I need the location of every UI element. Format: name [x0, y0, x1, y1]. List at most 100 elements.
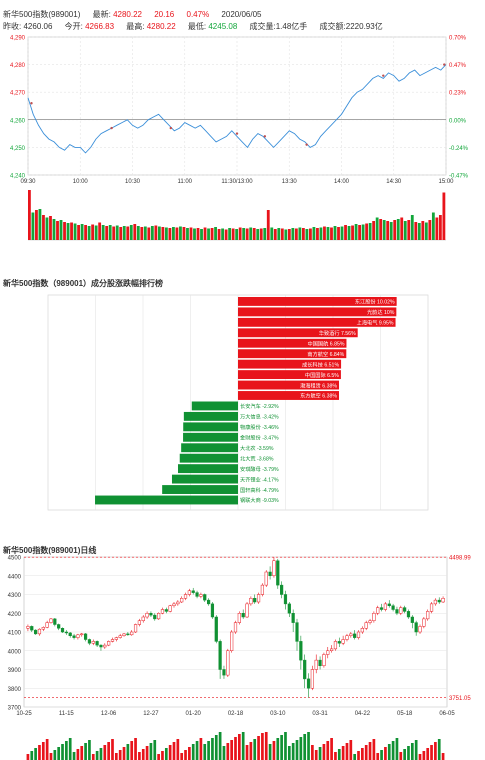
daily-volume-bar	[118, 750, 122, 760]
daily-volume-bar	[318, 747, 322, 760]
candle-body	[349, 633, 353, 636]
daily-volume-bar	[361, 748, 364, 760]
ranking-bar-label: 南方航空 6.84%	[307, 350, 344, 358]
daily-volume-bar	[138, 752, 141, 760]
daily-volume-bar	[434, 742, 437, 760]
candle-body	[245, 603, 249, 618]
ranking-bar-label: 北大荒 -3.68%	[240, 454, 274, 462]
daily-volume-bar	[426, 748, 430, 760]
volume-bar	[438, 215, 442, 240]
candle-body	[107, 641, 111, 646]
candle-body	[318, 659, 322, 666]
daily-volume-bar	[291, 743, 295, 760]
max-price-label: 4498.99	[449, 556, 471, 562]
y-tick-label: 4000	[8, 649, 22, 655]
quote-header-line1: 新华500指数(989001) 最新: 4280.22 20.16 0.47% …	[3, 9, 271, 20]
candle-body	[437, 599, 441, 603]
volume-bar	[84, 225, 88, 240]
volume-bar	[442, 192, 446, 240]
ranking-bar-label: 渤海租赁 6.38%	[300, 381, 337, 389]
candle-body	[218, 641, 222, 670]
daily-volume-bar	[188, 747, 191, 760]
ranking-bar	[162, 485, 238, 494]
candle-body	[160, 609, 165, 614]
daily-volume-bar	[207, 741, 210, 760]
daily-volume-bar	[237, 734, 241, 760]
ranking-bar	[238, 328, 358, 338]
ranking-bar-label: 长安汽车 -2.92%	[240, 402, 279, 410]
x-tick-label: 11:00	[177, 179, 192, 185]
x-tick-label: 01-20	[186, 711, 202, 717]
candle-body	[264, 571, 268, 586]
x-tick-label: 03-10	[270, 711, 286, 717]
volume-bar	[45, 217, 49, 240]
volume-bar	[80, 224, 84, 240]
ranking-bar	[238, 391, 340, 400]
candle-body	[422, 618, 426, 627]
daily-volume-bar	[153, 740, 157, 760]
volume-bar	[87, 226, 91, 240]
volume-bar	[214, 227, 217, 240]
daily-volume-bar	[226, 743, 230, 760]
candle-body	[37, 628, 42, 635]
candle-body	[195, 592, 199, 597]
daily-volume-bar	[295, 740, 299, 760]
candle-body	[330, 648, 334, 651]
volume-bar	[115, 225, 119, 240]
candle-body	[60, 628, 65, 633]
daily-volume-bar	[199, 738, 203, 760]
y-tick-label: 4,250	[10, 146, 26, 152]
index-title: 新华500指数(989001)	[3, 10, 81, 19]
volume-bar	[316, 228, 319, 240]
candle-body	[241, 613, 245, 618]
volume-bar	[210, 228, 214, 240]
daily-volume-bar	[268, 744, 272, 760]
daily-volume-bar	[45, 739, 49, 760]
volume-bar	[172, 227, 175, 240]
candle-body	[157, 613, 161, 620]
y-tick-label: 3700	[8, 706, 22, 712]
volume-bar	[382, 220, 386, 240]
volume-bar	[361, 224, 365, 240]
ranking-bar	[183, 422, 238, 432]
volume-bar	[105, 226, 109, 240]
ranking-bar-label: 上海电气 9.95%	[357, 319, 394, 327]
candle-body	[95, 641, 99, 646]
price-marker	[235, 132, 239, 135]
x-tick-label: 03-31	[312, 711, 328, 717]
ranking-bar	[238, 317, 396, 327]
volume-bar	[393, 220, 397, 240]
daily-volume-bar	[391, 741, 395, 760]
volume-bar	[291, 228, 295, 240]
daily-volume-bar	[303, 734, 307, 760]
candle-body	[145, 613, 149, 618]
candle-body	[303, 659, 307, 680]
candle-body	[30, 626, 34, 631]
candle-body	[280, 584, 284, 595]
candle-body	[379, 607, 384, 610]
ranking-bar-label: 光韵达 10%	[367, 308, 395, 316]
volume-bar	[417, 223, 421, 240]
ranking-title: 新华500指数（989001）成分股涨跌幅排行榜	[3, 279, 164, 288]
volume-bar	[161, 227, 165, 240]
daily-volume-bar	[107, 742, 110, 760]
ranking-bar-label: 万大信息 -3.42%	[240, 413, 279, 421]
candle-body	[237, 613, 241, 623]
daily-volume-bar	[249, 742, 253, 760]
volume-bar	[340, 226, 344, 240]
y-tick-label: 4,280	[10, 63, 26, 69]
pct-tick-label: 0.70%	[449, 36, 467, 42]
volume-bar	[98, 222, 102, 240]
volume-bar	[424, 222, 428, 240]
daily-volume-bar	[176, 739, 180, 760]
daily-volume-bar	[284, 732, 287, 760]
daily-volume-bar	[103, 745, 107, 760]
volume-bar	[157, 226, 161, 240]
intraday-chart: 4,290 0.70% 4,280 0.47% 4,270 0.23% 4,260 0.00%…	[10, 36, 469, 241]
candle-body	[164, 609, 168, 612]
ranking-bar-label: 成长科技 6.51%	[302, 360, 339, 368]
candle-body	[283, 594, 288, 605]
ranking-bar-label: 华致酒行 7.56%	[319, 329, 356, 337]
volume-bar	[217, 229, 221, 240]
volume-bar	[168, 228, 172, 240]
